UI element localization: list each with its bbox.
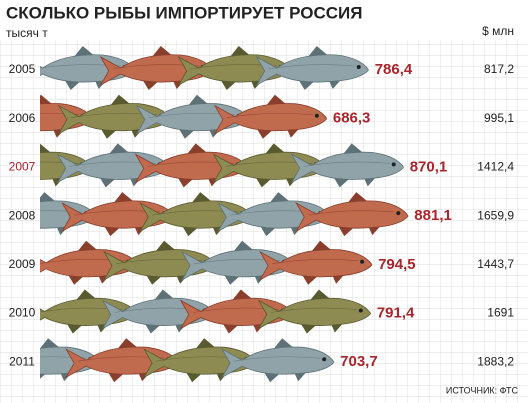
y-tick-label: 2011 xyxy=(9,354,35,368)
fish-bar xyxy=(40,289,371,334)
y-tick-label: 2005 xyxy=(9,62,36,76)
y-tick-label: 2009 xyxy=(9,257,36,271)
fish-bar xyxy=(40,46,369,90)
fish-bar xyxy=(40,192,409,237)
fish-bar xyxy=(40,240,373,285)
usd-value: 817,2 xyxy=(484,62,514,76)
fish-bar xyxy=(40,94,327,139)
value-label: 703,7 xyxy=(340,353,378,370)
usd-value: 1412,4 xyxy=(477,160,514,174)
y-tick-label: 2008 xyxy=(9,208,36,222)
usd-value: 995,1 xyxy=(484,111,514,125)
source: ИСТОЧНИК: ФТС xyxy=(446,385,519,395)
y-tick-label: 2007 xyxy=(9,160,36,174)
y-tick-label: 2010 xyxy=(9,306,36,320)
value-label: 791,4 xyxy=(377,304,415,321)
usd-value: 1691 xyxy=(487,306,514,320)
fish-bar xyxy=(40,338,335,383)
chart-title: СКОЛЬКО РЫБЫ ИМПОРТИРУЕТ РОССИЯ xyxy=(6,3,363,22)
usd-value: 1443,7 xyxy=(477,257,514,271)
value-label: 881,1 xyxy=(414,207,452,224)
value-label: 870,1 xyxy=(410,158,448,175)
value-label: 786,4 xyxy=(375,61,413,78)
y-axis-label: тысяч т xyxy=(6,26,48,40)
value-label: 794,5 xyxy=(378,256,416,273)
fish-bar xyxy=(40,143,404,188)
y-tick-label: 2006 xyxy=(9,111,36,125)
usd-label: $ млн xyxy=(482,24,514,38)
value-label: 686,3 xyxy=(333,110,371,127)
usd-value: 1659,9 xyxy=(477,208,514,222)
usd-value: 1883,2 xyxy=(477,354,514,368)
